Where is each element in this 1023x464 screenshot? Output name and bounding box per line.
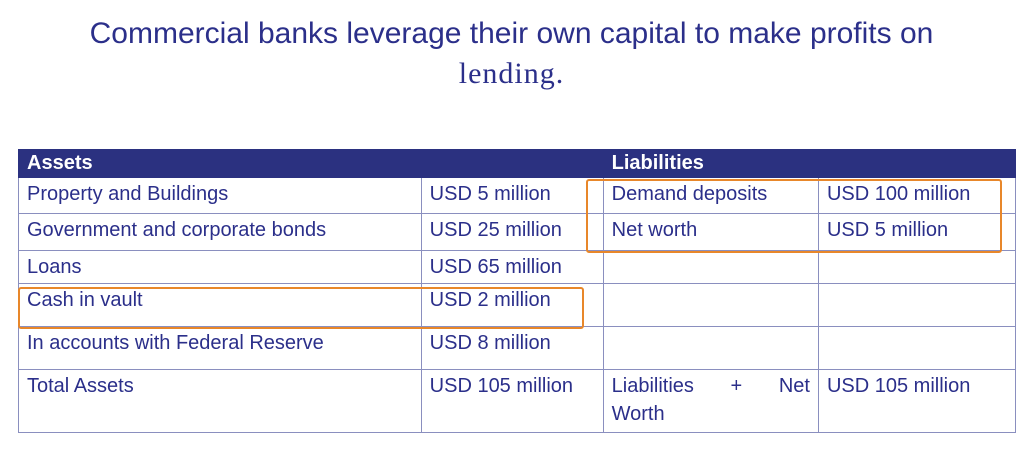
cash-in-vault-highlight-box xyxy=(18,287,584,329)
asset-name: Property and Buildings xyxy=(18,177,422,214)
liability-value xyxy=(817,326,1017,370)
asset-value: USD 25 million xyxy=(420,213,604,251)
liability-name: Demand deposits xyxy=(602,177,819,214)
asset-name: Loans xyxy=(18,250,422,284)
asset-value: USD 8 million xyxy=(420,326,604,370)
table-row-total: Total Assets USD 105 million Liabilities… xyxy=(18,369,1017,433)
table-row: Property and Buildings USD 5 million Dem… xyxy=(18,177,1017,214)
liabilities-highlight-box xyxy=(586,179,1002,253)
title-line-2: lending. xyxy=(458,57,565,90)
liability-value: USD 5 million xyxy=(817,213,1017,251)
title-line-1: Commercial banks leverage their own capi… xyxy=(89,17,934,50)
slide-title: Commercial banks leverage their own capi… xyxy=(0,14,1023,94)
total-liabilities-label: Liabilities + Net Worth xyxy=(602,369,819,433)
total-worth-word: Worth xyxy=(611,403,665,425)
total-liabilities-value: USD 105 million xyxy=(817,369,1017,433)
liabilities-header: Liabilities xyxy=(602,149,1017,178)
assets-header: Assets xyxy=(18,149,604,178)
table-row: Loans USD 65 million xyxy=(18,250,1017,284)
table-header-row: Assets Liabilities xyxy=(18,149,1017,178)
total-assets-label: Total Assets xyxy=(18,369,422,433)
asset-value: USD 2 million xyxy=(420,283,604,327)
table-row: Government and corporate bonds USD 25 mi… xyxy=(18,213,1017,251)
total-plus-sign: + xyxy=(730,375,743,397)
total-liabilities-word: Liabilities xyxy=(611,375,694,397)
total-liabilities-line-1: Liabilities + Net xyxy=(612,372,810,400)
total-assets-value: USD 105 million xyxy=(420,369,604,433)
asset-value: USD 5 million xyxy=(420,177,604,214)
liability-name: Net worth xyxy=(602,213,819,251)
liability-name xyxy=(602,326,819,370)
total-net-word: Net xyxy=(778,375,810,397)
asset-name: In accounts with Federal Reserve xyxy=(18,326,422,370)
liability-value xyxy=(817,250,1017,284)
liability-value: USD 100 million xyxy=(817,177,1017,214)
liability-name xyxy=(602,283,819,327)
liability-name xyxy=(602,250,819,284)
table-row: In accounts with Federal Reserve USD 8 m… xyxy=(18,326,1017,370)
balance-sheet-table: Assets Liabilities Property and Building… xyxy=(18,149,1017,433)
asset-name: Government and corporate bonds xyxy=(18,213,422,251)
asset-value: USD 65 million xyxy=(420,250,604,284)
liability-value xyxy=(817,283,1017,327)
